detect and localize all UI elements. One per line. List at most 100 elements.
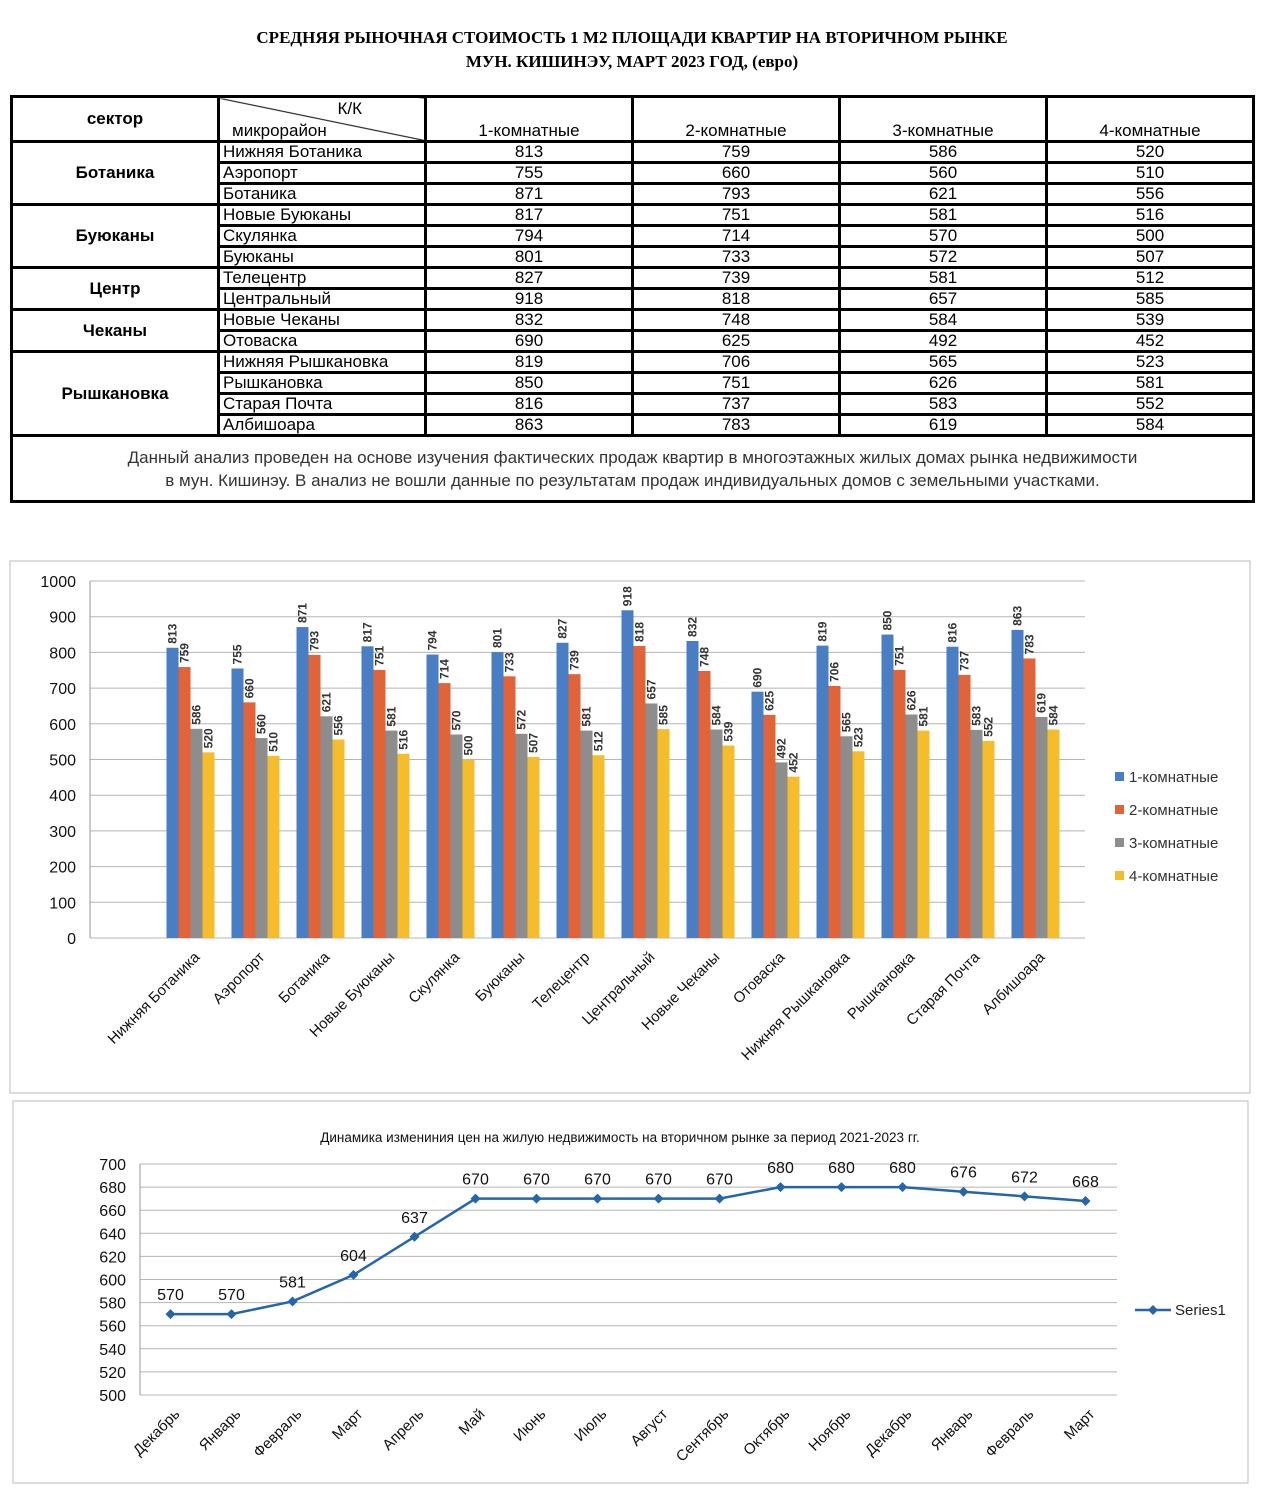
x-tick-label: Нижняя Рышкановка	[738, 948, 854, 1064]
x-tick-label: Январь	[928, 1406, 977, 1455]
data-row: Ботаника 871 793 621 556	[12, 182, 1255, 206]
y-tick-label: 700	[99, 1157, 126, 1174]
price: 583	[838, 392, 1048, 416]
price: 572	[838, 245, 1048, 269]
marker	[287, 1296, 298, 1307]
x-tick-label: Март	[329, 1406, 366, 1443]
value-label: 585	[657, 705, 671, 725]
value-label: 657	[645, 679, 659, 699]
price: 739	[631, 266, 841, 290]
price: 492	[838, 329, 1048, 353]
value-label: 560	[255, 714, 269, 734]
value-label: 626	[905, 690, 919, 710]
bar	[267, 755, 280, 938]
x-tick-label: Отоваска	[730, 948, 789, 1007]
price: 500	[1045, 224, 1255, 248]
marker	[1019, 1191, 1030, 1202]
price: 850	[424, 371, 634, 395]
price: 560	[838, 161, 1048, 185]
y-tick-label: 660	[99, 1203, 126, 1220]
value-label: 570	[450, 710, 464, 730]
x-tick-label: Май	[456, 1406, 489, 1439]
x-tick-label: Август	[627, 1406, 671, 1450]
legend-label: 4-комнатные	[1129, 868, 1218, 885]
data-row: Старая Почта 816 737 583 552	[12, 392, 1255, 416]
value-label: 801	[491, 628, 505, 648]
data-row: Албишоара 863 783 619 584	[12, 413, 1255, 437]
bar	[178, 667, 191, 938]
x-tick-label: Январь	[196, 1406, 245, 1455]
bar	[958, 674, 971, 938]
y-tick-label: 1000	[40, 574, 76, 591]
value-label: 637	[401, 1210, 428, 1227]
price: 586	[838, 140, 1048, 164]
bar	[763, 714, 776, 938]
microdistrict: Отоваска	[217, 329, 427, 353]
price: 626	[838, 371, 1048, 395]
price: 570	[838, 224, 1048, 248]
bar	[852, 751, 865, 938]
bar	[751, 691, 764, 938]
bar	[775, 762, 788, 938]
bar	[426, 654, 439, 938]
bar	[438, 683, 451, 938]
value-label: 759	[178, 643, 192, 663]
sector: Чеканы	[10, 308, 220, 353]
y-tick-label: 200	[49, 860, 76, 877]
value-label: 586	[190, 704, 204, 724]
bar	[556, 642, 569, 938]
bar	[645, 703, 658, 938]
marker	[1080, 1195, 1091, 1206]
bar	[722, 745, 735, 938]
bar	[397, 753, 410, 938]
value-label: 751	[373, 646, 387, 666]
corner-header: К/К микрорайон	[217, 95, 427, 143]
chart-frame	[9, 560, 1251, 1094]
bar	[1011, 629, 1024, 938]
marker	[958, 1186, 969, 1197]
value-label: 520	[202, 728, 216, 748]
marker	[348, 1269, 359, 1280]
bar	[450, 734, 463, 938]
price: 581	[1045, 371, 1255, 395]
price: 759	[631, 140, 841, 164]
y-tick-label: 500	[99, 1388, 126, 1405]
value-label: 672	[1011, 1169, 1038, 1186]
value-label: 680	[767, 1160, 794, 1177]
x-tick-label: Июль	[571, 1406, 610, 1445]
value-label: 680	[828, 1160, 855, 1177]
price: 584	[838, 308, 1048, 332]
legend-swatch	[1115, 871, 1124, 880]
sector: Рышкановка	[10, 350, 220, 437]
value-label: 827	[556, 618, 570, 638]
microdistrict: Скулянка	[217, 224, 427, 248]
bar	[1047, 729, 1060, 938]
value-label: 817	[361, 622, 375, 642]
marker	[714, 1193, 725, 1204]
bar	[190, 728, 203, 938]
value-label: 581	[385, 706, 399, 726]
value-label: 584	[710, 705, 724, 725]
value-label: 625	[763, 691, 777, 711]
microdistrict: Рышкановка	[217, 371, 427, 395]
price: 817	[424, 203, 634, 227]
price: 585	[1045, 287, 1255, 311]
price: 510	[1045, 161, 1255, 185]
y-tick-label: 560	[99, 1319, 126, 1336]
x-tick-label: Нижняя Ботаника	[105, 948, 204, 1047]
bar	[308, 654, 321, 938]
value-label: 755	[231, 644, 245, 664]
bar	[296, 627, 309, 938]
price: 714	[631, 224, 841, 248]
corner-label: микрорайон	[232, 121, 327, 140]
sector: Ботаника	[10, 140, 220, 206]
microdistrict: Нижняя Рышкановка	[217, 350, 427, 374]
price: 801	[424, 245, 634, 269]
price: 918	[424, 287, 634, 311]
marker	[653, 1193, 664, 1204]
marker	[592, 1193, 603, 1204]
value-label: 670	[645, 1172, 672, 1189]
bar	[361, 646, 374, 938]
bar	[592, 755, 605, 938]
bar	[686, 640, 699, 938]
